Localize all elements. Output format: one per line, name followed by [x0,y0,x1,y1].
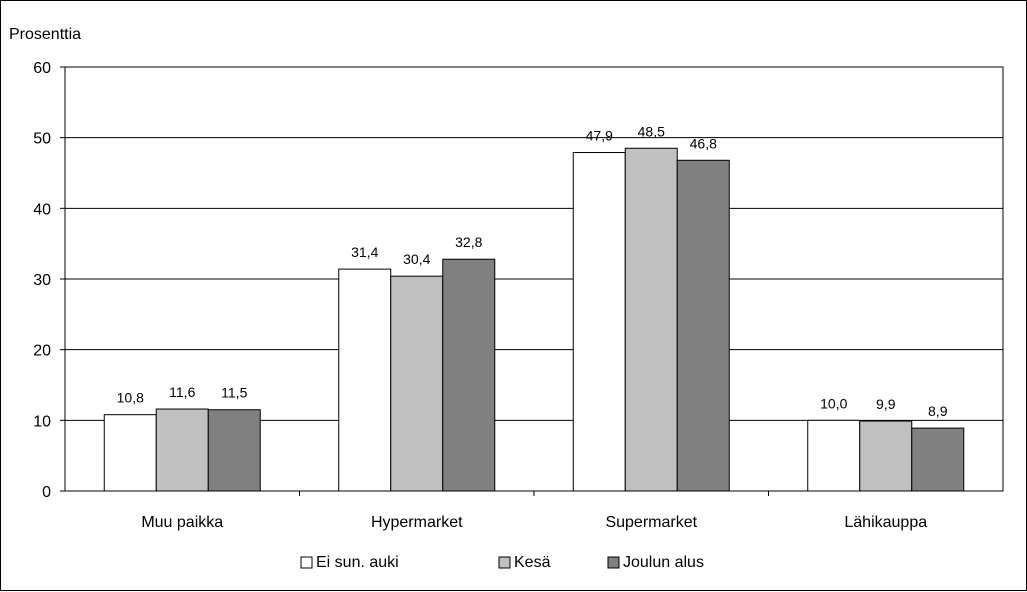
legend-swatch-3 [607,556,620,569]
y-tick-label: 60 [33,60,51,77]
legend-swatch-1 [300,556,313,569]
bar-3-2 [624,147,678,492]
bar-3-1 [572,152,626,492]
data-label: 30,4 [403,251,430,267]
data-label: 8,9 [928,403,948,419]
bar-4-2 [859,420,913,492]
x-tick-label: Muu paikka [141,514,223,531]
legend: Ei sun. auki Kesä Joulun alus [300,554,704,571]
bar-2-1 [338,268,392,492]
data-label: 46,8 [690,135,717,151]
data-label: 11,6 [169,384,195,400]
bar-1-2 [155,408,209,492]
bar-1-1 [103,414,157,492]
y-tick-label: 20 [33,343,51,360]
legend-swatch-2 [498,556,511,569]
bar-1-3 [207,409,261,492]
data-label: 31,4 [351,244,378,260]
y-tick-label: 10 [33,413,51,430]
x-tick-label: Supermarket [605,514,697,531]
x-tick-label: Lähikauppa [844,514,927,531]
data-label: 47,9 [586,128,613,144]
legend-label-1: Ei sun. auki [316,554,399,571]
bar-4-3 [911,427,965,492]
x-tick-label: Hypermarket [371,514,463,531]
y-tick-label: 50 [33,131,51,148]
y-tick-label: 30 [33,272,51,289]
y-tick-label: 40 [33,201,51,218]
data-label: 48,5 [638,123,665,139]
plot-area: 0 10 20 30 40 50 60 10,8 11,6 11,5 Muu paikka 31,4 3… [33,60,1004,531]
legend-label-3: Joulun alus [623,554,704,571]
bar-2-3 [442,258,496,492]
data-label: 10,8 [117,390,144,406]
data-label: 10,0 [820,395,847,411]
legend-label-2: Kesä [514,554,551,571]
y-axis-title: Prosenttia [9,26,81,43]
y-tick-label: 0 [42,484,51,501]
data-label: 32,8 [455,234,482,250]
data-label: 9,9 [876,396,896,412]
data-label: 11,5 [221,385,247,401]
bar-3-3 [676,159,730,492]
bar-2-2 [390,275,444,492]
bar-4-1 [807,419,861,492]
